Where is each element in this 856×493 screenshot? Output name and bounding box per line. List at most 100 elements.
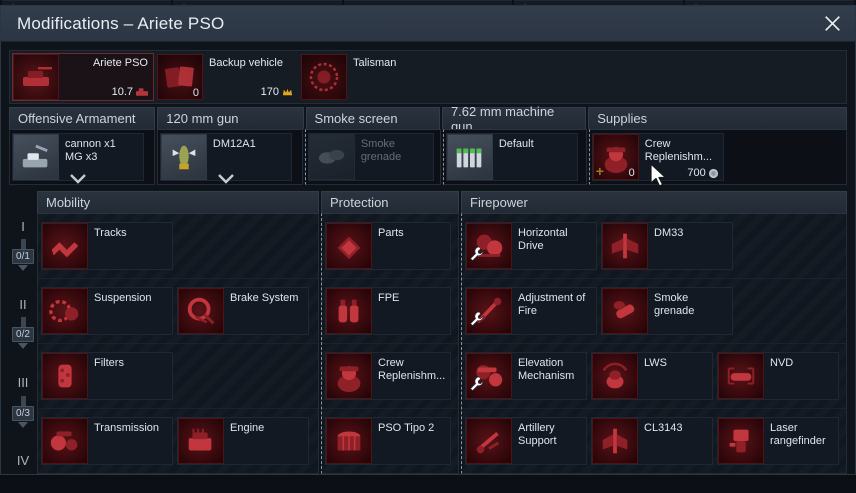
mod-cl3143[interactable]: CL3143 <box>591 417 713 465</box>
tier-row-1: Horizontal Drive DM33 <box>462 214 846 279</box>
mod-horizontal-drive[interactable]: Horizontal Drive <box>465 222 597 270</box>
close-icon[interactable] <box>815 9 849 39</box>
mod-smoke-grenade[interactable]: Smoke grenade <box>601 287 733 335</box>
mod-label: DM12A1 <box>212 138 256 150</box>
artillery-icon <box>466 418 512 464</box>
rangefinder-icon <box>718 418 764 464</box>
tier-progress-2: 0/3 <box>12 405 34 421</box>
mod-nvd[interactable]: NVD <box>717 352 839 400</box>
mod-transmission[interactable]: Transmission <box>41 417 173 465</box>
chevron-down-icon[interactable] <box>218 171 234 189</box>
weapon-group-header-2: Smoke screen <box>305 107 440 129</box>
weapon-mod-crew-replenishm-[interactable]: +0 Crew Replenishm... 700 <box>591 133 724 181</box>
wrench-icon <box>469 246 484 267</box>
mod-parts[interactable]: Parts <box>325 222 451 270</box>
background-bottom-bar <box>0 479 856 493</box>
horizontal-drive-icon <box>466 223 512 269</box>
mod-label: Default <box>498 138 534 150</box>
category-body: Horizontal Drive DM33 Adjustment of Fire Sm… <box>461 213 847 474</box>
card-label: Ariete PSO <box>92 57 148 69</box>
mod-engine[interactable]: Engine <box>177 417 309 465</box>
vehicle-card-backup-vehicle[interactable]: 0 Backup vehicle 170 <box>157 54 297 100</box>
tier-connector <box>20 239 26 249</box>
tier-progress-0: 0/1 <box>12 249 34 264</box>
mod-label: Adjustment of Fire <box>518 292 586 317</box>
mod-label: NVD <box>770 357 794 369</box>
wreath-icon <box>301 54 347 100</box>
tier-row-1: Parts <box>322 214 458 279</box>
tier-label-IV: IV <box>16 453 30 469</box>
mod-lws[interactable]: LWS <box>591 352 713 400</box>
mod-artillery-support[interactable]: Artillery Support <box>465 417 587 465</box>
weapon-slot-row: cannon x1 MG x3 DM12A1 Smoke grenade Default… <box>9 129 847 185</box>
crew-icon <box>326 353 372 399</box>
mod-suspension[interactable]: Suspension <box>41 287 173 335</box>
mod-label: FPE <box>378 292 400 304</box>
tier-arrow-icon <box>18 343 28 350</box>
tier-row-3: Crew Replenishm... <box>322 344 458 409</box>
tier-arrow-icon <box>18 265 28 271</box>
tier-rail: I 0/1 II 0/2 III 0/3 IV <box>9 191 37 474</box>
mod-filters[interactable]: Filters <box>41 352 173 400</box>
mod-label: Horizontal Drive <box>518 227 568 252</box>
nvd-icon <box>718 353 764 399</box>
tier-row-4: Artillery Support CL3143 Laser rangefinder <box>462 409 846 473</box>
transmission-icon <box>42 418 88 464</box>
tier-row-2: Suspension Brake System <box>38 279 318 344</box>
mod-fpe[interactable]: FPE <box>325 287 451 335</box>
mod-adjustment-of-fire[interactable]: Adjustment of Fire <box>465 287 597 335</box>
tier-connector <box>20 395 26 406</box>
weapon-group-slots-4: +0 Crew Replenishm... 700 <box>588 129 847 185</box>
mod-pso-tipo-2[interactable]: PSO Tipo 2 <box>325 417 451 465</box>
tier-connector <box>20 317 26 328</box>
price: 700 <box>687 167 718 179</box>
vehicle-card-ariete-pso[interactable]: Ariete PSO 10.7 <box>12 53 154 101</box>
tier-progress-1: 0/2 <box>12 327 34 343</box>
category-column-protection: Protection Parts FPE Crew Replenishm... PSO … <box>321 191 459 474</box>
vehicle-card-row: Ariete PSO 10.7 0 Backup vehicle 170 Talisma… <box>9 50 847 104</box>
cannon-icon <box>13 134 59 180</box>
smoke-grenade-icon <box>602 288 648 334</box>
cl3143-icon <box>592 418 638 464</box>
weapon-mod-smoke-grenade[interactable]: Smoke grenade <box>307 133 434 181</box>
mod-dm33[interactable]: DM33 <box>601 222 733 270</box>
tier-row-2: FPE <box>322 279 458 344</box>
plus-icon: + <box>595 163 604 179</box>
category-columns: Mobility Tracks Suspension Brake System Filt… <box>37 191 847 474</box>
mod-label: Filters <box>94 357 124 369</box>
weapon-mod-dm12a1[interactable]: DM12A1 <box>159 133 292 184</box>
card-label: Backup vehicle <box>209 57 283 69</box>
smoke-icon <box>308 134 355 180</box>
tank-icon <box>13 54 59 100</box>
tracks-icon <box>42 223 88 269</box>
mod-label: Artillery Support <box>518 422 557 447</box>
mod-laser-rangefinder[interactable]: Laser rangefinder <box>717 417 839 465</box>
mod-label: Elevation Mechanism <box>518 357 575 382</box>
mod-label: Laser rangefinder <box>770 422 826 447</box>
category-header-mobility: Mobility <box>37 191 319 213</box>
category-header-protection: Protection <box>321 191 459 213</box>
mod-tracks[interactable]: Tracks <box>41 222 173 270</box>
crew-icon: +0 <box>592 134 639 180</box>
mod-label: Crew Replenishm... <box>378 357 446 382</box>
extinguisher-icon <box>326 288 372 334</box>
mod-label: Tracks <box>94 227 127 239</box>
mod-label: Crew Replenishm... <box>644 138 713 163</box>
mod-label: cannon x1 MG x3 <box>65 138 116 163</box>
category-body: Parts FPE Crew Replenishm... PSO Tipo 2 <box>321 213 459 474</box>
tier-row-3: Elevation Mechanism LWS NVD <box>462 344 846 409</box>
armor-icon <box>326 418 372 464</box>
mod-label: Suspension <box>94 292 152 304</box>
parts-icon <box>326 223 372 269</box>
weapon-mod-cannon-x1-mg-x3[interactable]: cannon x1 MG x3 <box>12 133 144 184</box>
weapon-group-header-3: 7.62 mm machine gun <box>441 104 587 134</box>
vehicle-card-talisman[interactable]: Talisman <box>301 54 441 100</box>
mod-label: Brake System <box>230 292 299 304</box>
chevron-down-icon[interactable] <box>70 171 86 189</box>
mod-elevation-mechanism[interactable]: Elevation Mechanism <box>465 352 587 400</box>
mod-brake-system[interactable]: Brake System <box>177 287 309 335</box>
mod-crew-replenishm-[interactable]: Crew Replenishm... <box>325 352 451 400</box>
price: 170 <box>261 86 293 98</box>
weapon-group-slots-3: Default <box>442 129 587 185</box>
weapon-mod-default[interactable]: Default <box>445 133 578 181</box>
